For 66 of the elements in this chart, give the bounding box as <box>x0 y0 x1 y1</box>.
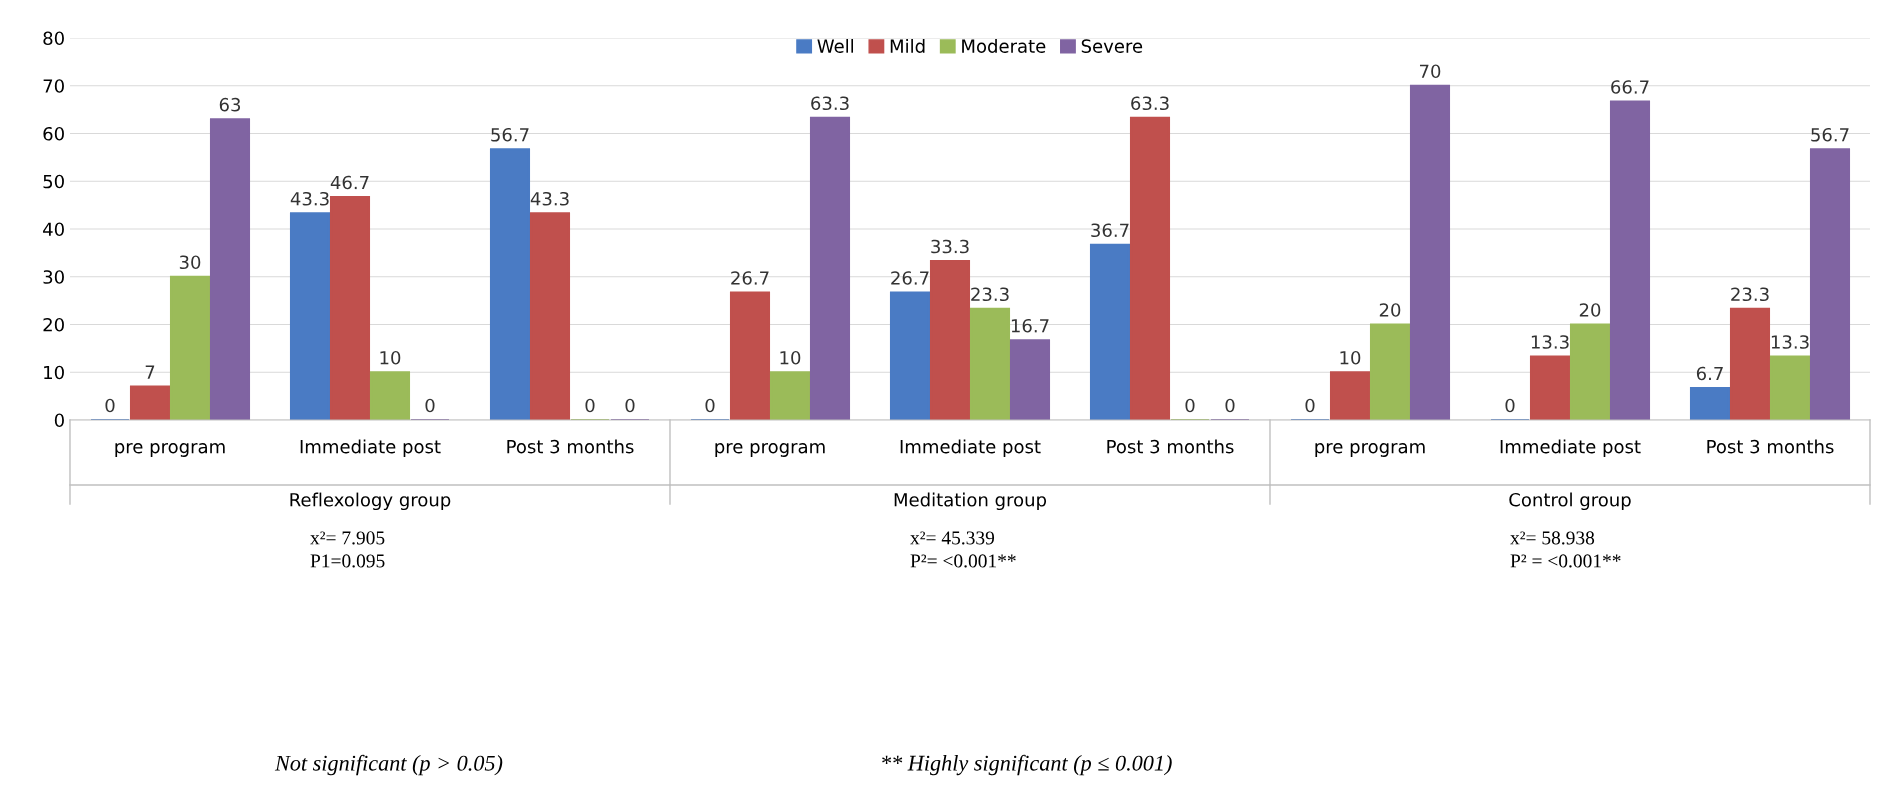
data-label: 13.3 <box>1771 335 1809 349</box>
data-label: 30 <box>179 255 201 270</box>
text: x²= 7.905 P1=0.095 <box>310 531 385 568</box>
data-label: 7 <box>145 365 155 379</box>
data-label: 0 <box>1185 398 1195 413</box>
data-label: 16.7 <box>1011 318 1049 333</box>
y-tick-label: 10 <box>44 365 64 380</box>
data-label: 0 <box>425 398 435 413</box>
data-label: 10 <box>380 350 401 365</box>
data-label: 66.7 <box>1611 80 1649 94</box>
x-tick-label: pre program <box>1315 443 1425 457</box>
x-tick-label: Post 3 months <box>1707 439 1834 454</box>
y-tick-label: 80 <box>43 31 64 46</box>
y-tick-label: 40 <box>43 222 64 237</box>
data-label: 10 <box>780 350 801 365</box>
text: x²= 58.938 P² = <0.001** <box>1510 531 1621 568</box>
data-label: 63 <box>219 97 241 112</box>
data-label: 0 <box>1225 398 1235 413</box>
data-label: 36.7 <box>1091 223 1129 238</box>
y-tick-label: 20 <box>43 317 64 332</box>
data-label: 56.7 <box>1811 127 1849 142</box>
data-label: 13.3 <box>1531 335 1569 349</box>
data-label: 23.3 <box>971 287 1009 302</box>
text: x²= 45.339 P²= <0.001** <box>910 531 1016 568</box>
y-tick-label: 0 <box>54 413 64 428</box>
data-label: 6.7 <box>1696 366 1723 381</box>
text: Control group <box>1509 492 1631 511</box>
y-tick-label: 60 <box>43 126 64 141</box>
data-label: 56.7 <box>491 127 529 142</box>
data-label: 26.7 <box>891 271 929 285</box>
x-tick-label: Immediate post <box>900 439 1041 457</box>
data-label: 20 <box>1379 303 1401 317</box>
data-label: 43.3 <box>290 191 329 206</box>
x-tick-label: pre program <box>115 443 225 457</box>
data-label: 0 <box>105 398 115 413</box>
data-label: 23.3 <box>1731 287 1769 302</box>
data-label: 46.7 <box>330 175 369 190</box>
data-label: 0 <box>1505 398 1515 413</box>
legend-label: Well <box>817 38 854 53</box>
data-label: 0 <box>705 398 715 413</box>
data-label: 20 <box>1579 303 1601 317</box>
x-tick-label: pre program <box>715 443 825 457</box>
data-label: 70 <box>1419 64 1441 79</box>
text: Not significant (p > 0.05) <box>274 754 503 776</box>
x-tick-label: Immediate post <box>1500 439 1641 457</box>
x-tick-label: Immediate post <box>300 439 441 457</box>
data-label: 43.3 <box>530 191 569 206</box>
text: Meditation group <box>894 492 1047 511</box>
data-label: 63.3 <box>811 96 849 111</box>
text: Reflexology group <box>290 492 451 511</box>
data-label: 63.3 <box>1131 96 1169 111</box>
data-label: 33.3 <box>931 239 969 254</box>
legend-label: Severe <box>1081 39 1143 53</box>
y-tick-label: 30 <box>43 270 64 284</box>
data-label: 10 <box>1340 350 1361 365</box>
legend-label: Moderate <box>962 38 1046 53</box>
data-label: 0 <box>625 398 635 413</box>
data-label: 0 <box>1305 398 1315 413</box>
data-label: 26.7 <box>731 271 769 285</box>
legend-label: Mild <box>890 38 925 53</box>
x-tick-label: Post 3 months <box>507 439 634 454</box>
y-tick-label: 70 <box>43 79 64 93</box>
y-tick-label: 50 <box>43 174 64 189</box>
text: ** Highly significant (p ≤ 0.001) <box>882 754 1172 776</box>
data-label: 0 <box>585 398 595 413</box>
x-tick-label: Post 3 months <box>1107 439 1234 454</box>
